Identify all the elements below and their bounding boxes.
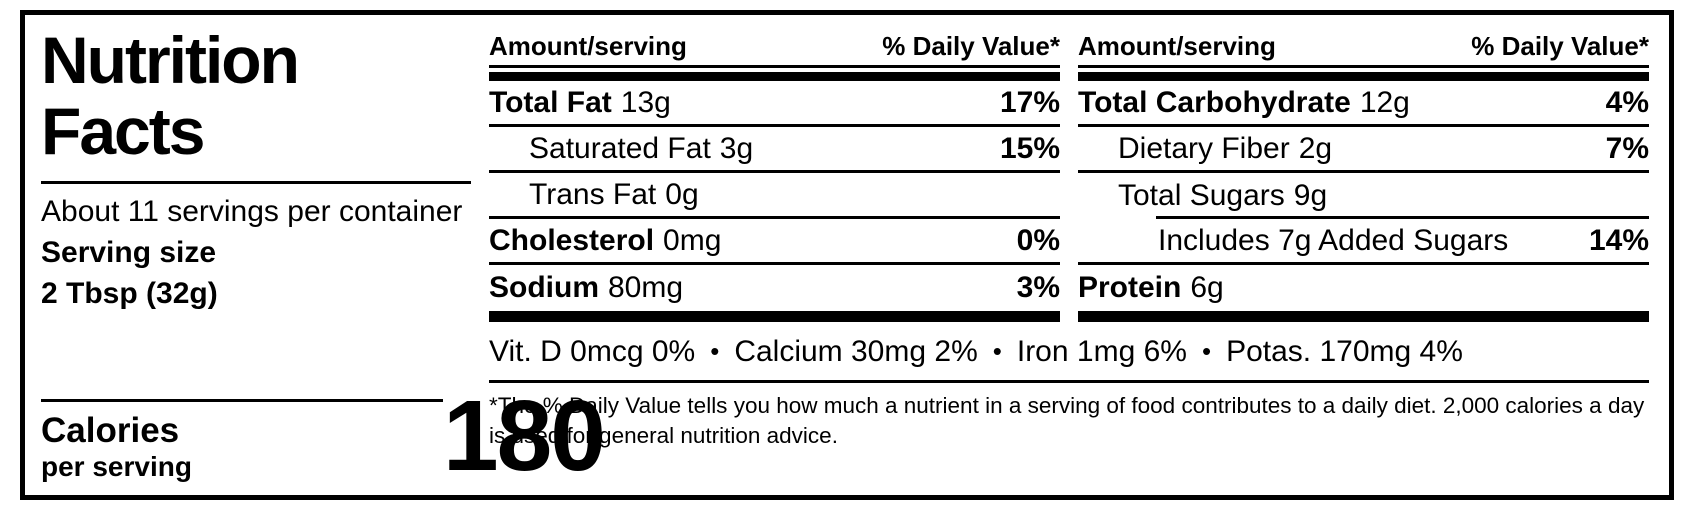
nutrient-name: Total Carbohydrate	[1078, 85, 1351, 119]
serving-size-label: Serving size	[41, 235, 217, 269]
nutrient-column-carbohydrate: Amount/serving % Daily Value* Total Carb…	[1078, 31, 1649, 322]
calories-row: Calories per serving 180	[41, 381, 606, 486]
nutrient-row-total-sugars: Total Sugars 9g	[1078, 173, 1649, 219]
nutrient-column-fat: Amount/serving % Daily Value* Total Fat 1…	[489, 31, 1060, 322]
nutrient-columns: Amount/serving % Daily Value* Total Fat 1…	[489, 31, 1649, 322]
nutrient-row-sodium: Sodium 80mg 3%	[489, 265, 1060, 311]
nutrient-row-trans-fat: Trans Fat 0g	[489, 173, 1060, 219]
thick-separator	[1078, 311, 1649, 322]
thick-separator	[489, 72, 1060, 81]
nutrient-amount: 2g	[1298, 131, 1333, 165]
indented-divider	[1156, 216, 1649, 219]
thick-separator	[489, 311, 1060, 322]
calories-value: 180	[443, 380, 606, 493]
servings-per-container: About 11 servings per container	[41, 194, 463, 228]
daily-value-header: % Daily Value*	[882, 31, 1060, 61]
footnote: *The % Daily Value tells you how much a …	[489, 393, 1645, 448]
nutrient-daily-value: 4%	[1605, 85, 1649, 119]
serving-size-value: 2 Tbsp (32g)	[41, 277, 218, 311]
nutrient-amount: 6g	[1190, 271, 1224, 304]
nutrient-row-dietary-fiber: Dietary Fiber 2g 7%	[1078, 127, 1649, 173]
nutrient-name: Dietary Fiber	[1118, 131, 1290, 165]
nutrient-name: Trans Fat	[529, 177, 657, 211]
divider-above-footnote	[489, 380, 1649, 383]
micronutrient-iron: Iron 1mg 6%	[1016, 335, 1187, 368]
nutrient-daily-value: 3%	[1016, 271, 1060, 304]
label-title: Nutrition Facts	[41, 23, 300, 169]
nutrient-daily-value: 15%	[999, 131, 1060, 165]
nutrient-amount: 0g	[665, 177, 699, 211]
nutrient-name: Total Fat	[489, 85, 612, 119]
nutrient-name: Includes 7g Added Sugars	[1158, 223, 1509, 257]
amount-per-serving-header: Amount/serving	[489, 31, 687, 61]
nutrient-amount: 13g	[620, 85, 671, 119]
nutrient-row-total-fat: Total Fat 13g 17%	[489, 81, 1060, 127]
nutrients-area: Amount/serving % Daily Value* Total Fat 1…	[489, 25, 1649, 483]
nutrient-amount: 3g	[719, 131, 754, 165]
nutrient-row-saturated-fat: Saturated Fat 3g 15%	[489, 127, 1060, 173]
nutrient-daily-value: 17%	[999, 85, 1060, 119]
divider-under-title	[41, 180, 471, 184]
nutrient-row-added-sugars: Includes 7g Added Sugars 14%	[1078, 219, 1649, 265]
nutrient-name: Total Sugars	[1118, 179, 1285, 212]
nutrient-row-cholesterol: Cholesterol 0mg 0%	[489, 219, 1060, 265]
calories-label-stack: Calories per serving	[41, 389, 443, 483]
micronutrient-potassium: Potas. 170mg 4%	[1226, 335, 1463, 368]
bullet-separator: •	[1201, 336, 1212, 366]
calories-sublabel: per serving	[41, 450, 192, 482]
column-header: Amount/serving % Daily Value*	[489, 31, 1060, 68]
nutrient-name: Protein	[1078, 271, 1182, 304]
nutrition-facts-label: Nutrition Facts About 11 servings per co…	[20, 10, 1674, 500]
nutrient-name: Saturated Fat	[529, 131, 711, 165]
column-header: Amount/serving % Daily Value*	[1078, 31, 1649, 68]
nutrient-daily-value: 7%	[1605, 131, 1649, 165]
calories-label: Calories	[41, 411, 180, 451]
daily-value-header: % Daily Value*	[1471, 31, 1649, 61]
nutrient-daily-value: 0%	[1016, 223, 1060, 257]
nutrient-amount: 12g	[1359, 85, 1410, 119]
bullet-separator: •	[992, 336, 1002, 366]
nutrient-amount: 9g	[1293, 179, 1328, 212]
micronutrient-calcium: Calcium 30mg 2%	[734, 335, 978, 368]
nutrient-daily-value: 14%	[1588, 223, 1649, 257]
divider-above-calories	[41, 399, 443, 403]
micronutrients-row: Vit. D 0mcg 0% • Calcium 30mg 2% • Iron 1mg …	[489, 322, 1649, 380]
bullet-separator: •	[710, 336, 720, 366]
nutrient-row-total-carbohydrate: Total Carbohydrate 12g 4%	[1078, 81, 1649, 127]
micronutrient-vitamin-d: Vit. D 0mcg 0%	[489, 335, 696, 368]
thick-separator	[1078, 72, 1649, 81]
amount-per-serving-header: Amount/serving	[1078, 31, 1276, 61]
left-column: Nutrition Facts About 11 servings per co…	[41, 23, 606, 486]
nutrient-row-protein: Protein 6g	[1078, 265, 1649, 311]
nutrient-name: Cholesterol	[489, 223, 655, 257]
nutrient-amount: 0mg	[663, 223, 722, 257]
nutrient-name: Sodium	[489, 271, 599, 304]
nutrient-amount: 80mg	[608, 271, 684, 304]
